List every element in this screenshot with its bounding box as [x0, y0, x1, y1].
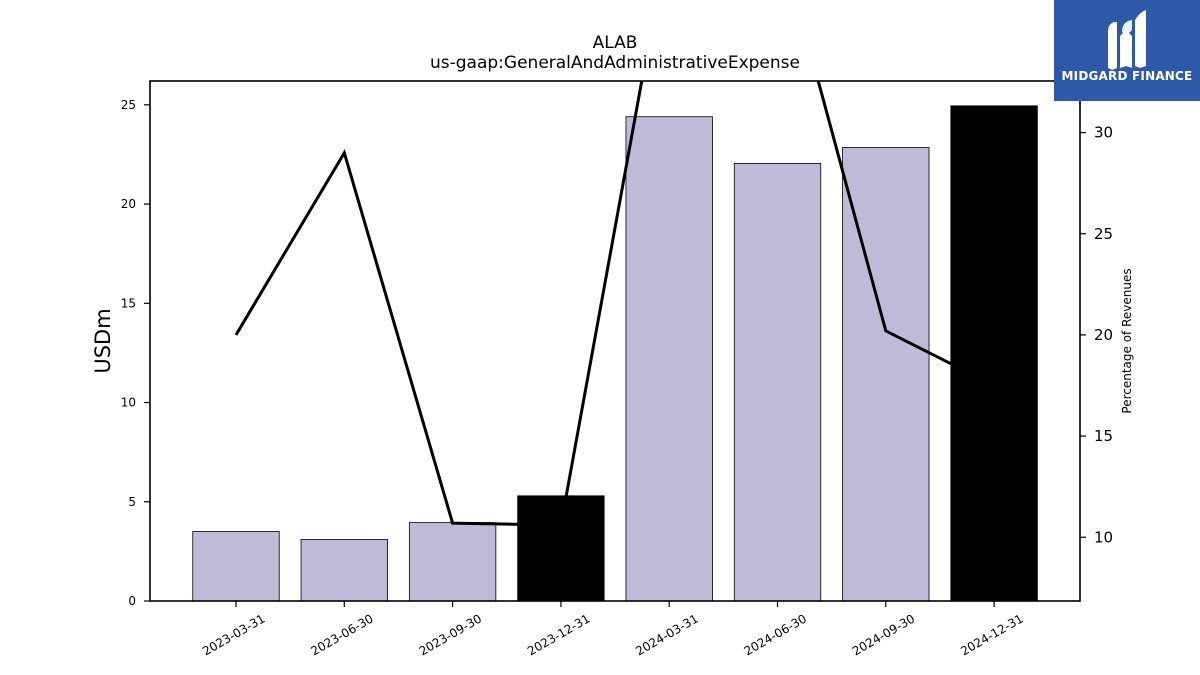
x-tick-label: 2023-06-30	[308, 611, 375, 658]
y-right-tick-label: 15	[1094, 427, 1113, 445]
y-right-tick-label: 30	[1094, 124, 1113, 142]
logo-mark-icon	[1108, 10, 1146, 70]
x-tick-label: 2023-09-30	[417, 611, 484, 658]
chart-title: ALAB	[593, 33, 638, 53]
bar-2024-06-30	[733, 162, 822, 602]
bar-series	[192, 105, 1038, 602]
y-left-tick-label: 25	[121, 98, 136, 112]
y-axis-right: 10 15 20 25 30	[1080, 124, 1113, 546]
y-left-tick-label: 0	[128, 594, 136, 608]
logo-text: MIDGARD FINANCE	[1061, 69, 1193, 83]
y-left-tick-label: 10	[121, 396, 136, 410]
x-axis: 2023-03-31 2023-06-30 2023-09-30 2023-12-31…	[200, 601, 1026, 658]
y-axis-label-left: USDm	[91, 308, 115, 373]
bar-2024-03-31	[625, 116, 713, 602]
bar-2024-12-31	[950, 105, 1038, 602]
chart-subtitle: us-gaap:GeneralAndAdministrativeExpense	[430, 53, 800, 73]
percentage-line	[234, 81, 995, 527]
x-tick-label: 2024-12-31	[958, 611, 1025, 658]
y-left-tick-label: 5	[128, 495, 136, 509]
bar-2023-03-31	[192, 531, 280, 602]
x-tick-label: 2023-12-31	[525, 611, 592, 658]
x-tick-label: 2024-09-30	[850, 611, 917, 658]
y-right-tick-label: 20	[1094, 326, 1113, 344]
y-axis-left: 0 5 10 15 20 25	[121, 98, 150, 608]
y-left-tick-label: 15	[121, 296, 136, 310]
x-tick-label: 2023-03-31	[200, 611, 267, 658]
bar-2023-09-30	[408, 522, 497, 602]
y-right-tick-label: 25	[1094, 225, 1113, 243]
line-series	[234, 81, 995, 527]
plot-frame	[149, 80, 1081, 602]
y-right-tick-label: 10	[1094, 528, 1113, 546]
y-axis-label-right: Percentage of Revenues	[1120, 268, 1134, 413]
y-left-tick-label: 20	[121, 197, 136, 211]
bar-2023-12-31	[517, 495, 605, 602]
x-tick-label: 2024-06-30	[742, 611, 809, 658]
bar-2023-06-30	[300, 539, 388, 602]
midgard-finance-logo: MIDGARD FINANCE	[1054, 0, 1200, 101]
x-tick-label: 2024-03-31	[633, 611, 700, 658]
